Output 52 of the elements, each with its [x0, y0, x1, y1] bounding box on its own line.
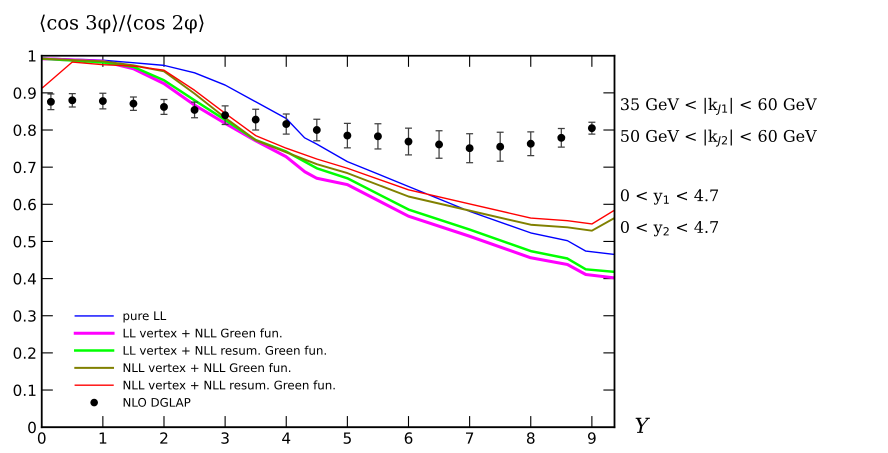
point [466, 144, 474, 152]
x-tick-label: 5 [344, 432, 351, 444]
point [496, 142, 504, 151]
point [46, 98, 55, 106]
x-tick-label: 1 [100, 432, 106, 444]
y-tick-label: 1 [28, 50, 36, 62]
y-tick-label: 0.7 [14, 162, 36, 174]
legend-label: NLO DGLAP [124, 398, 190, 407]
y-axis-title: ⟨cos 3φ⟩/⟨cos 2φ⟩ [40, 14, 204, 34]
y-tick-label: 0.4 [14, 273, 36, 285]
x-axis-title: Y [636, 418, 650, 433]
x-tick-label: 4 [282, 432, 290, 444]
point [343, 132, 352, 140]
point [435, 140, 444, 148]
legend-label: pure LL [124, 311, 166, 322]
y-tick-label: 0.3 [14, 310, 36, 322]
legend-label: NLL vertex + NLL resum. Green fun. [124, 380, 335, 390]
point [526, 140, 535, 148]
y-tick-label: 0.8 [14, 124, 36, 136]
x-tick-label: 0 [38, 432, 46, 444]
y-tick-label: 0.5 [14, 236, 36, 248]
point [404, 138, 412, 146]
x-tick-label: 6 [404, 432, 412, 444]
text: 0 < y$_{2}$ < 4.7 [620, 220, 718, 236]
point [312, 126, 321, 134]
point [282, 120, 290, 128]
point [588, 124, 596, 132]
point [129, 100, 138, 108]
point [68, 96, 76, 104]
x-tick-label: 8 [526, 432, 535, 444]
point [160, 103, 168, 111]
x-tick-label: 7 [466, 432, 474, 444]
point [190, 106, 199, 114]
y-tick-label: 0 [28, 422, 36, 434]
y-tick-label: 0.1 [14, 384, 36, 396]
y-tick-label: 0.6 [14, 198, 36, 210]
x-tick-label: 3 [221, 432, 229, 444]
x-tick-label: 9 [588, 432, 596, 444]
legend-label: LL vertex + NLL resum. Green fun. [124, 346, 326, 355]
x-tick-label: 2 [160, 432, 168, 444]
text: 35 GeV < |k$_{J1}$| < 60 GeV [621, 98, 817, 115]
point [557, 134, 566, 142]
point [252, 116, 260, 124]
text: 0 < y$_{1}$ < 4.7 [620, 189, 718, 205]
point [374, 132, 382, 140]
point [98, 97, 107, 105]
y-tick-label: 0.9 [14, 87, 36, 99]
y-tick-label: 0.2 [14, 347, 36, 359]
point [221, 111, 230, 120]
legend-label: LL vertex + NLL Green fun. [124, 328, 282, 338]
legend-label: NLL vertex + NLL Green fun. [124, 363, 290, 372]
text: 50 GeV < |k$_{J2}$| < 60 GeV [621, 130, 817, 147]
